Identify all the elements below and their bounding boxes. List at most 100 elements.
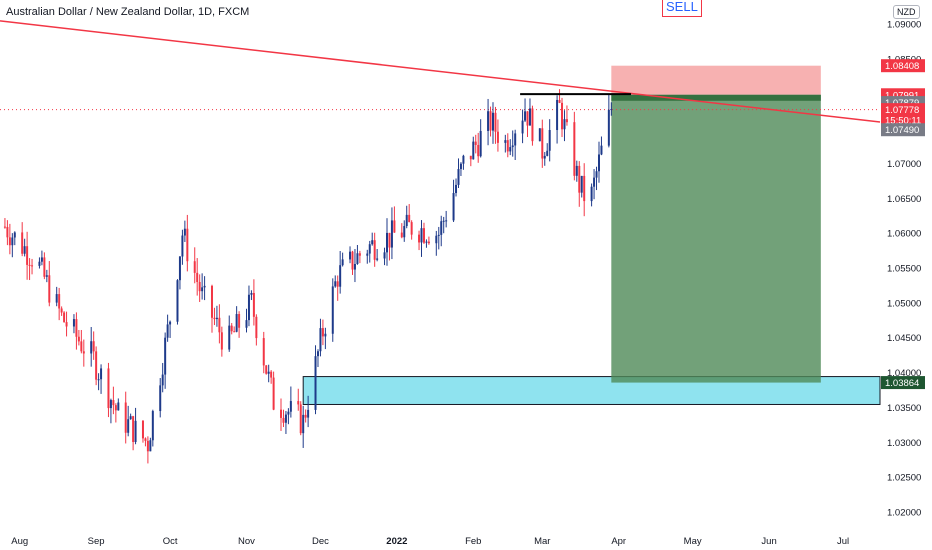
candle <box>203 276 206 301</box>
candle <box>149 437 152 452</box>
candle <box>238 311 241 338</box>
candle <box>324 327 327 350</box>
candle <box>287 408 290 425</box>
candle <box>376 248 379 262</box>
candle <box>580 175 583 198</box>
candle <box>455 178 458 197</box>
sell-label: SELL <box>662 0 702 17</box>
candle <box>459 162 462 176</box>
candle <box>23 238 26 257</box>
candle <box>124 391 127 444</box>
candle-body <box>445 220 448 222</box>
y-tick-label: 1.09000 <box>887 19 921 30</box>
candle <box>210 284 213 333</box>
candle-body <box>267 371 270 374</box>
candle-body <box>524 111 527 121</box>
candle <box>92 331 95 360</box>
candle <box>341 252 344 267</box>
candle <box>558 89 561 104</box>
candle <box>575 160 578 182</box>
candle <box>489 106 492 137</box>
y-tick-label: 1.06000 <box>887 229 921 240</box>
candle <box>255 314 258 346</box>
candle-body <box>198 281 201 292</box>
price-tag-bg <box>881 59 925 73</box>
candle-body <box>506 140 509 152</box>
candle <box>132 415 135 451</box>
candle <box>193 247 196 284</box>
candle-body <box>531 108 534 142</box>
candle <box>134 407 137 445</box>
candle <box>388 232 391 261</box>
candle <box>457 158 460 189</box>
candle <box>514 129 517 161</box>
candle-body <box>60 308 63 313</box>
candle <box>504 134 507 153</box>
candle-body <box>353 263 356 270</box>
candle <box>521 109 524 144</box>
candle-body <box>565 119 568 123</box>
candle <box>112 386 115 415</box>
candle-body <box>112 400 115 406</box>
candle-body <box>538 128 541 142</box>
candle <box>358 250 361 264</box>
candle <box>386 218 389 266</box>
x-tick-label: Jul <box>837 536 849 547</box>
candle <box>610 102 613 116</box>
candle <box>556 95 559 144</box>
candle-body <box>26 246 29 265</box>
candle <box>339 250 342 294</box>
candle <box>593 169 596 200</box>
time-axis[interactable]: Aug Sep Oct Nov Dec 2022 Feb Mar Apr May Jun Jul <box>11 536 849 547</box>
x-tick-label: Aug <box>11 536 28 547</box>
candle <box>38 257 41 269</box>
candle <box>60 306 63 316</box>
candle-body <box>255 316 258 339</box>
candle-body <box>193 261 196 273</box>
candle-body <box>43 257 46 277</box>
price-tag-value: 1.08408 <box>885 61 919 72</box>
currency-badge[interactable]: NZD <box>893 5 920 19</box>
candle <box>201 273 204 300</box>
descending-trendline <box>0 20 881 123</box>
candle <box>368 240 371 263</box>
candle-body <box>178 256 181 281</box>
candle-body <box>159 385 162 412</box>
candle-body <box>469 155 472 160</box>
candle <box>186 214 189 272</box>
candle-body <box>228 325 231 350</box>
y-tick-label: 1.05500 <box>887 263 921 274</box>
candle <box>366 249 369 264</box>
candle <box>356 244 359 265</box>
candle-body <box>213 317 216 320</box>
candle <box>40 250 43 266</box>
candle <box>420 220 423 257</box>
candle-body <box>23 246 26 254</box>
candle <box>45 269 48 283</box>
candle <box>526 111 529 138</box>
candle-body <box>161 374 164 386</box>
candle <box>321 319 324 346</box>
candle <box>595 166 598 191</box>
candle <box>314 345 317 415</box>
candle-body <box>331 286 334 334</box>
candle <box>319 318 322 357</box>
candle-body <box>491 112 494 131</box>
price-tags: 1.084081.079911.078791.0777815:50:111.07… <box>881 59 925 390</box>
candle-body <box>8 237 11 246</box>
candle-body <box>405 214 408 227</box>
candle <box>435 230 438 256</box>
candle-body <box>181 235 184 257</box>
candle-body <box>289 401 292 412</box>
candle <box>506 133 509 158</box>
candle-body <box>114 405 117 411</box>
candles <box>3 89 613 464</box>
candle-body <box>45 275 48 277</box>
candle <box>183 220 186 242</box>
candle <box>408 204 411 223</box>
candle-body <box>376 258 379 260</box>
candle <box>178 256 181 290</box>
candle-body <box>183 228 186 236</box>
candle-body <box>75 319 78 337</box>
